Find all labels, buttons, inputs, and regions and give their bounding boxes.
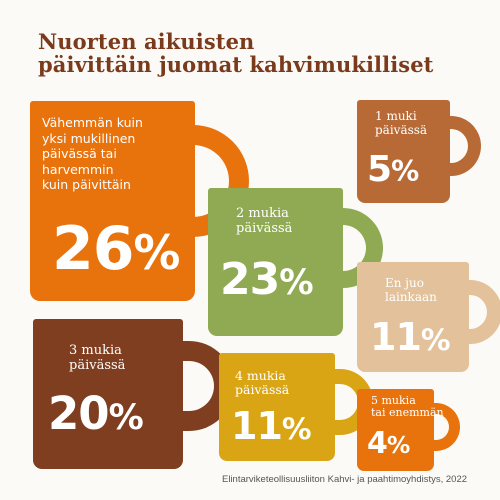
mug-label-line: kuin päivittäin — [42, 177, 131, 192]
mug-label-line: Vähemmän kuin — [42, 115, 143, 130]
mug-label: 1 muki päivässä — [375, 109, 427, 137]
mug-value-number: 23 — [220, 254, 280, 305]
mug-value-unit: % — [391, 155, 419, 188]
mug-value: 23% — [220, 258, 314, 305]
mug-label-line: yksi mukillinen — [42, 130, 136, 146]
mug-label: 3 mukia päivässä — [69, 343, 125, 373]
mug-label-line: tai enemmän — [371, 406, 444, 419]
mug-label-line: 5 mukia — [371, 394, 416, 407]
mug-value-number: 26 — [52, 214, 134, 284]
mug-label: 2 mukia päivässä — [236, 206, 292, 236]
mug-value: 11% — [231, 404, 312, 448]
mug-label: Vähemmän kuin yksi mukillinen päivässä tai… — [42, 115, 143, 193]
mug-label-line: päivässä — [235, 382, 290, 397]
mug-5-percent: 1 muki päivässä 5% — [357, 100, 481, 203]
mug-label-line: päivässä tai — [42, 146, 117, 161]
mug-value-number: 5 — [367, 149, 392, 190]
chart-title: Nuorten aikuisten päivittäin juomat kahv… — [38, 30, 478, 76]
mug-label: 5 mukia tai enemmän — [371, 395, 444, 419]
mug-label-line: päivässä — [236, 221, 293, 236]
source-note: Elintarviketeollisuusliiton Kahvi- ja pa… — [222, 474, 468, 485]
mug-value-number: 11 — [231, 404, 283, 448]
mug-value-unit: % — [279, 263, 313, 303]
mug-11-percent: En juo lainkaan 11% — [357, 262, 500, 372]
mug-value: 26% — [52, 219, 181, 284]
mug-handle — [465, 280, 500, 344]
mug-label-line: päivässä — [69, 358, 126, 373]
mug-4-percent: 5 mukia tai enemmän 4% — [357, 389, 460, 471]
mug-body — [33, 319, 183, 469]
mug-value-number: 4 — [367, 426, 388, 461]
mug-value: 11% — [370, 315, 451, 359]
mug-20-percent: 3 mukia päivässä 20% — [33, 319, 234, 469]
mug-value-unit: % — [386, 431, 410, 459]
mug-11-percent: 4 mukia päivässä 11% — [219, 353, 373, 461]
mug-value-unit: % — [108, 397, 144, 438]
mug-body — [219, 353, 335, 461]
mug-value: 5% — [367, 149, 419, 190]
mug-value-number: 11 — [370, 315, 422, 359]
mug-body — [208, 188, 343, 336]
mug-label: En juo lainkaan — [385, 276, 437, 304]
mug-label-line: päivässä — [375, 123, 428, 137]
mug-label-line: harvemmin — [42, 161, 114, 177]
mug-23-percent: 2 mukia päivässä 23% — [208, 188, 383, 336]
mug-body — [30, 101, 195, 301]
mug-label: 4 mukia päivässä — [235, 369, 289, 397]
mug-body — [357, 389, 434, 471]
mug-value-unit: % — [133, 227, 181, 281]
mug-label-line: 4 mukia — [235, 368, 286, 383]
mug-value-unit: % — [281, 411, 312, 446]
mug-body — [357, 100, 450, 203]
mug-body — [357, 262, 469, 372]
mug-value: 20% — [48, 391, 144, 440]
mug-value: 4% — [367, 426, 410, 461]
mug-label-line: 2 mukia — [236, 206, 289, 221]
chart-title-line2: päivittäin juomat kahvimukilliset — [38, 52, 434, 77]
mug-handle — [430, 403, 460, 451]
mug-label-line: lainkaan — [385, 290, 437, 304]
mug-handle — [446, 116, 481, 176]
mug-value-number: 20 — [48, 387, 110, 440]
mug-26-percent: Vähemmän kuin yksi mukillinen päivässä tai… — [30, 101, 249, 301]
chart-title-line1: Nuorten aikuisten — [38, 29, 255, 54]
mug-value-unit: % — [420, 322, 451, 357]
mug-label-line: 1 muki — [375, 109, 417, 123]
mug-label-line: En juo — [385, 276, 424, 290]
mug-label-line: 3 mukia — [69, 343, 122, 358]
